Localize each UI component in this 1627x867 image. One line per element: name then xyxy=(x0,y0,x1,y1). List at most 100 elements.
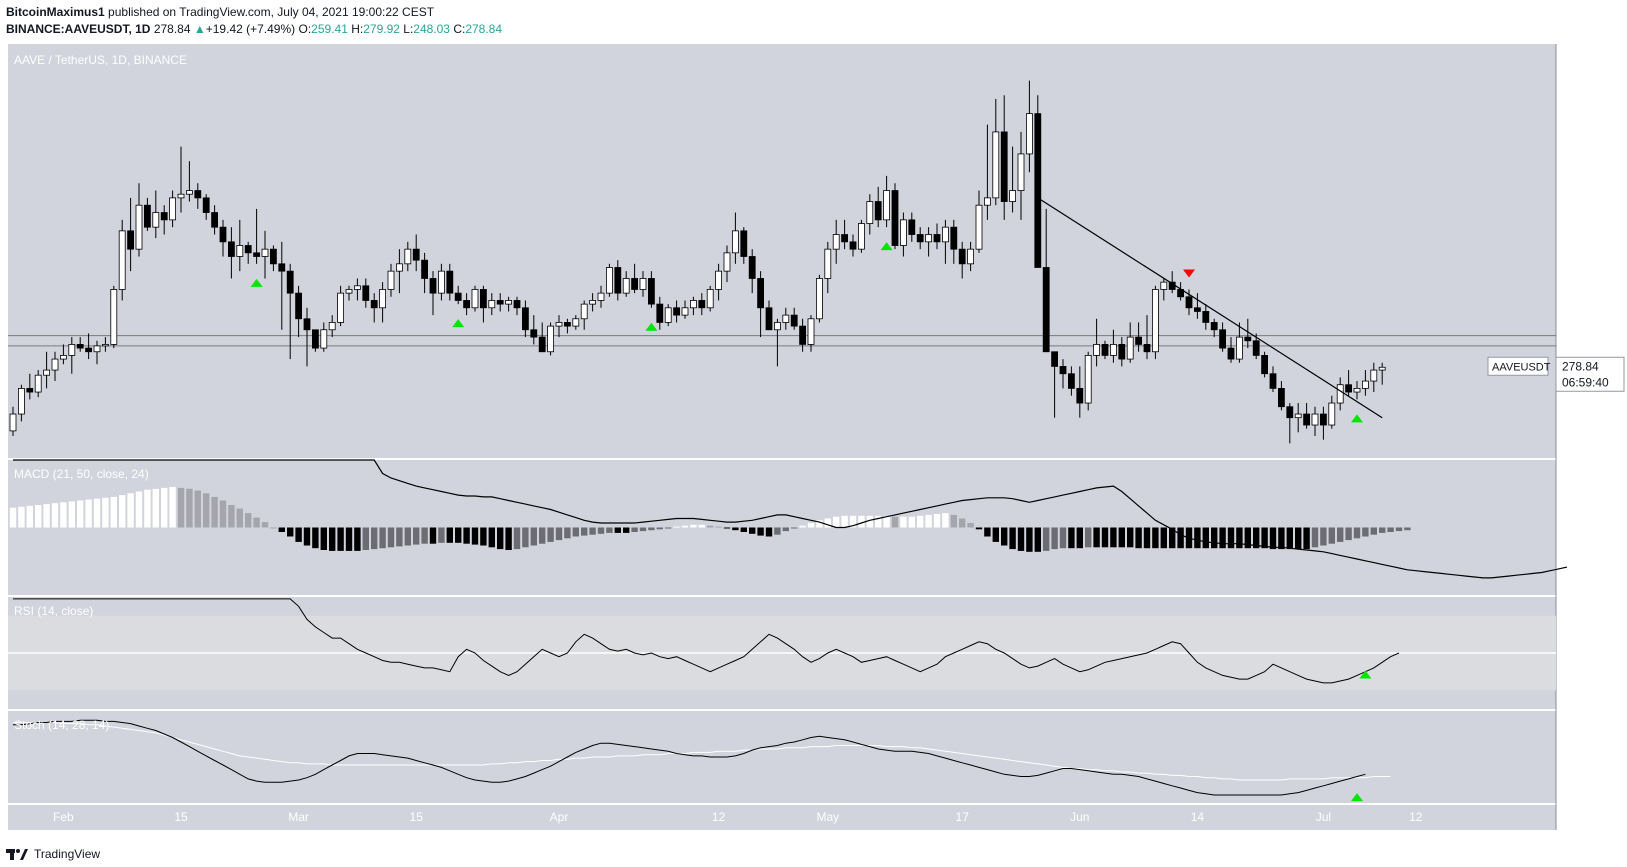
symbol-price-tag xyxy=(1487,356,1549,376)
macd-histogram-bar xyxy=(421,527,428,544)
macd-histogram-bar xyxy=(1051,527,1058,550)
symbol-price-tag-label: AAVEUSDT xyxy=(1492,361,1551,373)
macd-histogram-bar xyxy=(581,527,588,536)
macd-histogram-bar xyxy=(1362,527,1369,537)
macd-histogram-bar xyxy=(690,524,697,528)
candle-up xyxy=(942,226,949,243)
macd-histogram-bar xyxy=(1017,527,1025,551)
macd-histogram-bar xyxy=(396,527,403,547)
candle-up xyxy=(345,289,353,294)
macd-histogram-bar xyxy=(1219,527,1226,549)
low-label: L: xyxy=(403,22,414,36)
macd-histogram-bar xyxy=(413,527,420,545)
candle-up xyxy=(110,289,118,345)
macd-histogram-bar xyxy=(1076,527,1083,549)
candle-up xyxy=(883,190,890,221)
candle-up xyxy=(353,285,361,290)
macd-histogram-bar xyxy=(992,527,999,542)
macd-histogram-bar xyxy=(648,527,655,531)
candle-down xyxy=(1143,344,1151,353)
candle-down xyxy=(1261,355,1268,375)
open-label: O: xyxy=(298,22,312,36)
high-label: H: xyxy=(351,22,364,36)
candle-up xyxy=(1009,190,1016,202)
candle-down xyxy=(85,347,92,353)
change-value: +19.42 (+7.49%) xyxy=(205,22,296,36)
open-value: 259.41 xyxy=(311,22,348,36)
macd-histogram-bar xyxy=(1379,527,1386,533)
macd-histogram-bar xyxy=(219,500,227,528)
candle-down xyxy=(1210,322,1218,331)
symbol-ohlc-line: BINANCE:AAVEUSDT, 1D 278.84 ▲+19.42 (+7.… xyxy=(6,21,502,37)
macd-histogram-bar xyxy=(60,502,67,528)
candle-down xyxy=(127,230,134,250)
candle-down xyxy=(656,303,664,323)
candle-up xyxy=(1236,336,1243,360)
macd-histogram-bar xyxy=(68,501,75,528)
macd-histogram-bar xyxy=(1286,527,1293,550)
macd-histogram-bar xyxy=(1345,527,1352,541)
macd-histogram-bar xyxy=(1236,527,1243,549)
price-unit-label: 7 USDT xyxy=(1566,51,1609,65)
macd-histogram-bar xyxy=(589,527,596,535)
macd-histogram-bar xyxy=(1160,527,1167,549)
candle-down xyxy=(530,329,538,338)
candle-down xyxy=(76,344,84,349)
macd-pane: 40.00 0.00 -40.00 xyxy=(9,459,1600,579)
symbol-label: BINANCE:AAVEUSDT, 1D xyxy=(6,22,151,36)
time-tick-label: Jul xyxy=(1316,810,1331,824)
candle-down xyxy=(303,318,311,331)
candle-down xyxy=(1034,113,1042,268)
candle-up xyxy=(706,289,714,309)
macd-histogram-bar xyxy=(1068,527,1075,549)
macd-histogram-bar xyxy=(1085,527,1092,548)
macd-histogram-bar xyxy=(85,499,92,528)
candle-up xyxy=(816,278,823,320)
author-name[interactable]: BitcoinMaximus1 xyxy=(6,5,105,19)
macd-histogram-bar xyxy=(614,527,621,533)
candle-down xyxy=(278,263,286,272)
time-axis: Feb 15 Mar 15 Apr 12 May 17 Jun 14 Jul 12 xyxy=(53,810,1423,824)
candle-up xyxy=(1017,153,1025,191)
candle-down xyxy=(1042,267,1050,353)
macd-histogram-bar xyxy=(1311,527,1319,548)
candle-down xyxy=(454,292,462,301)
candle-down xyxy=(446,270,454,294)
candle-down xyxy=(194,190,202,199)
macd-histogram-bar xyxy=(1261,527,1268,549)
candle-up xyxy=(1378,366,1386,371)
candle-up xyxy=(177,193,185,199)
stoch-tick-label: 40.00 xyxy=(1566,767,1596,781)
candle-down xyxy=(1345,384,1352,393)
footer-brand[interactable]: TradingView xyxy=(34,847,101,861)
macd-histogram-bar xyxy=(480,527,487,546)
macd-histogram-bar xyxy=(287,527,294,537)
macd-histogram-bar xyxy=(740,527,747,532)
macd-histogram-bar xyxy=(379,527,386,549)
candle-up xyxy=(169,197,177,221)
macd-histogram-bar xyxy=(1211,527,1218,549)
macd-histogram-bar xyxy=(253,517,260,528)
macd-histogram-bar xyxy=(270,527,277,529)
candle-up xyxy=(589,300,596,305)
candle-up xyxy=(1336,384,1344,404)
candle-down xyxy=(412,248,420,261)
stoch-pane-bg xyxy=(8,711,1556,803)
candle-down xyxy=(648,278,655,305)
macd-histogram-bar xyxy=(312,527,319,549)
price-tick-label: 450.00 xyxy=(1566,235,1603,249)
macd-histogram-bar xyxy=(1269,527,1277,550)
tradingview-logo-icon xyxy=(6,849,28,860)
price-tick-label: 350.00 xyxy=(1566,308,1603,322)
candle-down xyxy=(1000,131,1008,202)
candle-up xyxy=(782,314,790,323)
candle-up xyxy=(1311,413,1319,426)
candle-down xyxy=(1185,296,1193,309)
candle-down xyxy=(958,248,966,265)
candle-down xyxy=(496,300,504,305)
macd-histogram-bar xyxy=(984,527,991,537)
candle-down xyxy=(143,204,151,228)
time-tick-label: Feb xyxy=(53,810,74,824)
macd-histogram-bar xyxy=(539,527,546,544)
